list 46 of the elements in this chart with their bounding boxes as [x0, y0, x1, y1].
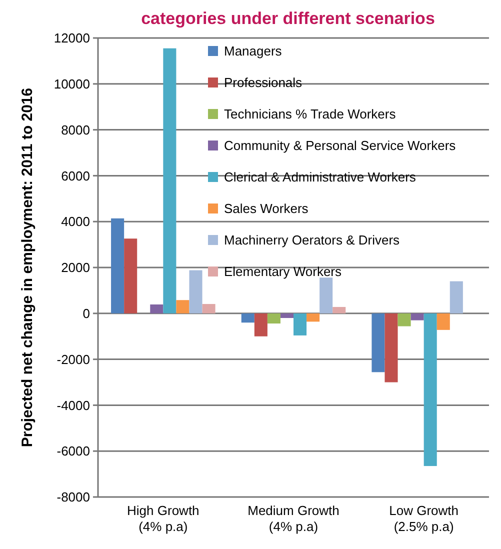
y-tick-label: 6000	[61, 168, 90, 184]
bar	[436, 313, 450, 330]
y-axis-title: Projected net change in employment: 2011 to 2016	[19, 88, 36, 448]
bar	[280, 313, 294, 318]
bar	[111, 218, 124, 314]
bar	[124, 238, 138, 314]
bar	[332, 306, 346, 314]
bar	[398, 313, 411, 326]
legend-label: Machinerry Oerators & Drivers	[224, 232, 400, 248]
y-tick-label: -4000	[56, 398, 90, 413]
x-tick-label: Low Growth (2.5% p.a)	[389, 503, 459, 534]
legend-label: Professionals	[224, 75, 303, 90]
legend-label: Technicians % Trade Workers	[224, 106, 396, 122]
bar	[150, 304, 164, 314]
bar	[267, 313, 280, 324]
bar	[163, 48, 176, 314]
y-tick-label: 4000	[61, 214, 90, 230]
legend-label: Community & Personal Service Workers	[224, 138, 456, 154]
y-tick-label: 2000	[61, 260, 90, 276]
legend-label: Elementary Workers	[224, 264, 342, 280]
legend-label: Clerical & Administrative Workers	[224, 170, 416, 185]
x-tick-label: High Growth (4% p.a)	[127, 503, 200, 534]
bar	[294, 313, 307, 336]
y-tick-label: 10000	[54, 76, 90, 92]
bar	[450, 281, 463, 314]
y-tick-label: 0	[82, 306, 90, 321]
bar	[241, 313, 254, 323]
x-tick-label: Medium Growth (4% p.a)	[248, 503, 340, 534]
bar	[254, 313, 268, 336]
bar	[189, 270, 202, 314]
y-tick-label: 8000	[61, 122, 90, 138]
bar	[410, 313, 424, 320]
bar	[320, 278, 333, 314]
bar	[202, 304, 216, 314]
legend-label: Managers	[224, 44, 282, 59]
bar	[372, 313, 385, 372]
y-tick-label: 12000	[54, 30, 90, 46]
bar	[306, 313, 320, 322]
y-tick-label: -6000	[56, 444, 90, 459]
legend-label: Sales Workers	[224, 201, 309, 216]
bar	[424, 313, 437, 466]
bar	[384, 313, 398, 382]
chart-title: categories under different scenarios	[141, 9, 435, 28]
bar	[176, 300, 190, 314]
y-tick-label: -2000	[56, 352, 90, 367]
y-tick-label: -8000	[56, 490, 90, 505]
